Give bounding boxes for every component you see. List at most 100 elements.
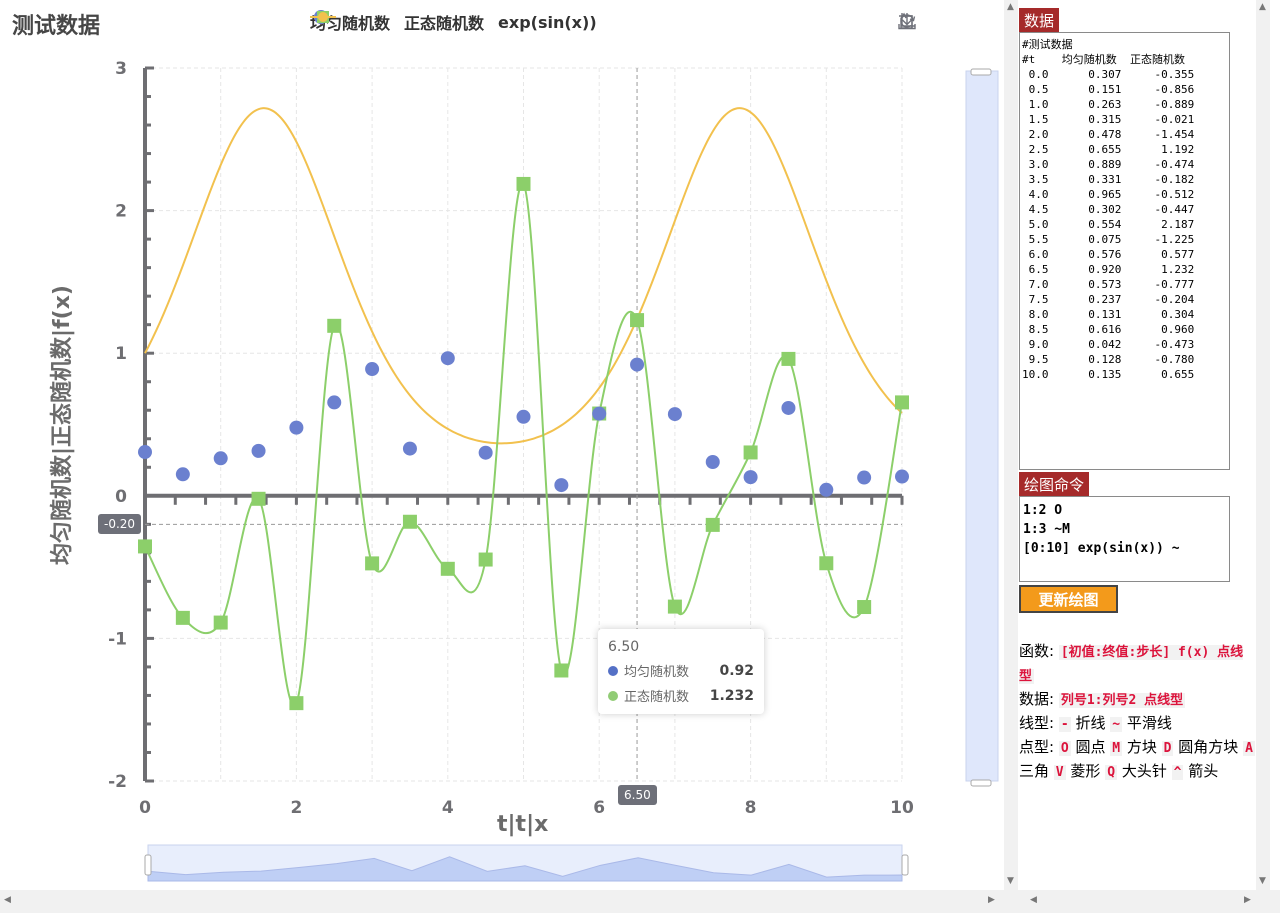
scroll-left-icon[interactable]: ◀ (4, 895, 11, 905)
x-zoom-handle-right (901, 854, 909, 876)
data-point-uniform (138, 445, 152, 460)
x-tick-label: 8 (745, 798, 757, 818)
data-point-uniform (175, 467, 190, 482)
help-text-item: 折线 (1075, 714, 1106, 732)
data-point-normal (819, 556, 834, 571)
x-axis-pointer-label: 6.50 (618, 785, 657, 805)
data-point-normal (667, 599, 682, 614)
legend-label: exp(sin(x)) (498, 12, 597, 32)
data-point-normal (895, 395, 909, 410)
tooltip-series-name: 正态随机数 (624, 690, 690, 705)
series-line-exp-sin (144, 107, 903, 445)
help-line-type: 线型: - 折线 ~ 平滑线 (1019, 712, 1255, 736)
scroll-down-icon[interactable]: ▼ (1259, 876, 1266, 886)
tooltip-series-name: 均匀随机数 (624, 665, 690, 680)
series-dot-icon (608, 690, 618, 701)
scroll-right-icon[interactable]: ▶ (1244, 895, 1251, 905)
help-text-item: 三角 (1019, 762, 1050, 780)
help-label: 点型: (1019, 738, 1055, 756)
legend: 均匀随机数 正态随机数 exp(sin(x)) (310, 10, 597, 34)
scroll-down-icon[interactable]: ▼ (1007, 876, 1014, 886)
page-vertical-scrollbar[interactable]: ▲ ▼ (1256, 0, 1270, 890)
data-point-normal (327, 318, 342, 333)
help-label: 线型: (1019, 714, 1055, 732)
help-text-item: 菱形 (1070, 762, 1101, 780)
help-label: 数据: (1019, 690, 1055, 708)
data-section-label: 数据 (1019, 8, 1060, 33)
help-code: A (1243, 741, 1255, 756)
data-point-normal (289, 696, 304, 711)
save-image-icon[interactable] (898, 12, 994, 30)
tooltip-row: 均匀随机数 0.92 (608, 661, 754, 680)
data-point-normal (781, 351, 796, 366)
legend-label: 均匀随机数 (310, 14, 391, 33)
zoom-reset-icon[interactable] (900, 12, 942, 30)
help-text-item: 圆点 (1075, 738, 1106, 756)
y-zoom-handle-bottom (970, 779, 992, 787)
x-zoom-preview (147, 856, 903, 882)
data-point-uniform (327, 395, 342, 410)
y-axis-pointer-label: -0.20 (98, 514, 142, 534)
data-point-uniform (743, 470, 758, 485)
chart-vertical-scrollbar[interactable]: ▲ ▼ (1004, 0, 1018, 890)
tooltip-title: 6.50 (608, 639, 640, 655)
data-point-normal (554, 663, 569, 678)
help-code: ~ (1110, 717, 1123, 732)
restore-icon[interactable] (900, 12, 968, 30)
x-tick-label: 4 (442, 798, 454, 818)
data-point-uniform (251, 443, 266, 458)
help-code: Q (1105, 765, 1118, 780)
help-code: D (1161, 741, 1174, 756)
x-tick-label: 10 (890, 798, 914, 818)
data-point-uniform (630, 357, 645, 372)
help-text-item: 方块 (1126, 738, 1157, 756)
help-point-type: 点型: O 圆点 M 方块 D 圆角方块 A 三角 V 菱形 Q 大头针 ^ 箭… (1019, 736, 1255, 784)
tooltip-row: 正态随机数 1.232 (608, 686, 754, 705)
scroll-up-icon[interactable]: ▲ (1259, 2, 1266, 12)
help-text-item: 箭头 (1188, 762, 1219, 780)
x-zoom-handle-left (144, 854, 152, 876)
data-textarea[interactable]: #测试数据 #t 均匀随机数 正态随机数 0.0 0.307 -0.355 0.… (1019, 32, 1230, 470)
scroll-right-icon[interactable]: ▶ (988, 895, 995, 905)
data-point-normal (630, 313, 645, 328)
help-code: - (1058, 717, 1071, 732)
help-code: 列号1:列号2 点线型 (1058, 693, 1186, 708)
help-code: ^ (1171, 765, 1184, 780)
scroll-left-icon[interactable]: ◀ (1030, 895, 1037, 905)
tooltip-series-value: 1.232 (709, 687, 754, 704)
help-text-item: 圆角方块 (1178, 738, 1239, 756)
command-textarea[interactable]: 1:2 O 1:3 ~M [0:10] exp(sin(x)) ~ (1019, 496, 1230, 582)
help-text-item: 平滑线 (1126, 714, 1172, 732)
horizontal-scrollbar[interactable]: ◀ ▶ ◀ ▶ (0, 890, 1280, 913)
help-code: O (1058, 741, 1071, 756)
data-point-normal (705, 517, 720, 532)
toolbox (898, 12, 994, 30)
series-dot-icon (608, 665, 618, 676)
y-zoom-handle-top (970, 68, 992, 76)
legend-item-normal[interactable]: 正态随机数 (310, 10, 485, 34)
scroll-up-icon[interactable]: ▲ (1007, 2, 1014, 12)
y-tick-label: -1 (108, 629, 127, 649)
data-point-normal (857, 600, 872, 615)
help-data-line: 数据: 列号1:列号2 点线型 (1019, 688, 1255, 712)
data-point-normal (440, 561, 455, 576)
help-text: 函数: [初值:终值:步长] f(x) 点线型 数据: 列号1:列号2 点线型 … (1019, 640, 1255, 784)
data-point-uniform (478, 445, 493, 460)
legend-label: 正态随机数 (404, 14, 485, 33)
data-point-uniform (705, 455, 720, 470)
data-point-normal (478, 552, 493, 567)
update-plot-button[interactable]: 更新绘图 (1019, 585, 1118, 613)
data-point-uniform (516, 409, 531, 424)
circle-line-marker-icon (310, 12, 336, 22)
data-point-uniform (213, 451, 228, 466)
y-axis-label: 均匀随机数|正态随机数|f(x) (50, 285, 75, 565)
data-point-normal (213, 615, 228, 630)
y-zoom-slider (965, 70, 999, 782)
x-tick-label: 0 (139, 798, 151, 818)
data-point-normal (365, 556, 380, 571)
data-point-uniform (667, 407, 682, 422)
tooltip-series-value: 0.92 (719, 662, 754, 679)
data-point-uniform (440, 351, 455, 366)
legend-item-exp[interactable]: exp(sin(x)) (310, 12, 597, 32)
chart-title: 测试数据 (12, 14, 101, 39)
